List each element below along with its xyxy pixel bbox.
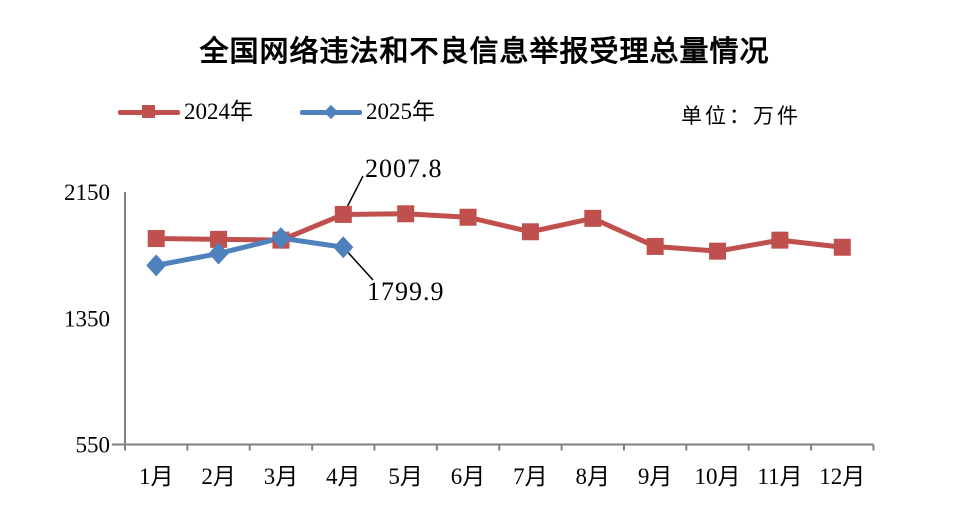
x-tick-label: 5月: [388, 464, 423, 489]
legend-item-2025: 2025年: [300, 98, 435, 126]
x-tick-label: 7月: [513, 464, 548, 489]
legend-marker-diamond-icon: [300, 98, 362, 126]
marker-square-icon: [521, 223, 539, 241]
marker-diamond-icon: [270, 227, 291, 250]
x-tick-label: 9月: [638, 464, 673, 489]
marker-diamond-icon: [146, 254, 167, 277]
marker-square-icon: [334, 205, 352, 223]
x-tick-label: 3月: [264, 464, 299, 489]
x-tick-label: 1月: [139, 464, 174, 489]
x-tick-label: 12月: [819, 464, 865, 489]
marker-diamond-icon: [208, 242, 229, 265]
marker-square-icon: [771, 231, 789, 249]
marker-square-icon: [459, 208, 477, 226]
marker-square-icon: [646, 237, 664, 255]
marker-square-icon: [210, 230, 228, 248]
legend-marker-square-icon: [118, 98, 180, 126]
x-tick-label: 10月: [695, 464, 741, 489]
legend-item-2024: 2024年: [118, 98, 253, 126]
marker-square-icon: [709, 242, 727, 260]
annotation-value-label: 1799.9: [367, 277, 445, 306]
x-tick-label: 6月: [451, 464, 486, 489]
marker-diamond-icon: [333, 236, 354, 259]
annotation-value-label: 2007.8: [365, 154, 443, 183]
marker-square-icon: [147, 230, 165, 248]
marker-square-icon: [584, 209, 602, 227]
marker-square-icon: [833, 238, 851, 256]
x-tick-label: 11月: [757, 464, 802, 489]
series-line-2025年: [153, 235, 346, 268]
x-tick-label: 8月: [576, 464, 611, 489]
x-tick-label: 4月: [326, 464, 361, 489]
unit-label: 单位：万件: [681, 104, 801, 128]
marker-square-icon: [397, 205, 415, 223]
legend-label-2025: 2025年: [366, 99, 435, 124]
x-tick-label: 2月: [201, 464, 236, 489]
chart-title: 全国网络违法和不良信息举报受理总量情况: [199, 36, 770, 68]
legend-label-2024: 2024年: [184, 99, 253, 124]
y-tick-label: 2150: [64, 180, 110, 205]
y-tick-label: 1350: [64, 306, 110, 331]
y-tick-label: 550: [76, 433, 111, 458]
